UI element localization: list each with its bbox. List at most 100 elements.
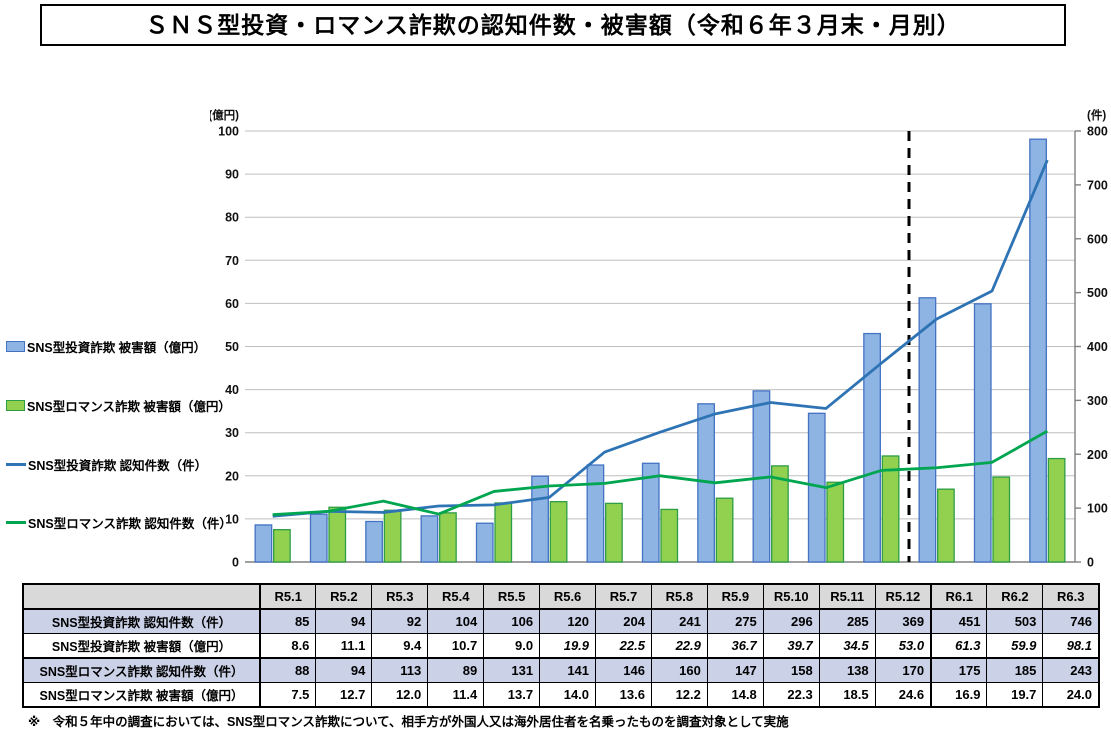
page-title-text: ＳＮＳ型投資・ロマンス詐欺の認知件数・被害額（令和６年３月末・月別）	[145, 12, 961, 38]
combo-chart: 0 10 20 30 40 50 60 70 80 90 100 0 100 200 300 400 500 60…	[210, 108, 1108, 570]
table-cell: 12.2	[650, 682, 708, 708]
romance-damage-bar	[605, 502, 623, 563]
table-cell: 104	[427, 608, 485, 634]
invest-damage-bar	[420, 515, 439, 563]
romance-damage-bar	[660, 508, 679, 563]
romance-damage-bar	[937, 488, 955, 563]
month-header: R5.8	[650, 583, 708, 610]
left-axis-tick: 20	[225, 469, 239, 483]
invest-damage-bar	[973, 303, 992, 563]
table-cell: 131	[483, 657, 541, 683]
table-cell: 36.7	[706, 633, 764, 659]
bar-swatch-icon	[6, 341, 25, 352]
legend-romance-count: SNS型ロマンス詐欺 認知件数（件）	[6, 513, 232, 532]
table-cell: 113	[371, 657, 429, 683]
legend-invest-damage: SNS型投資詐欺 被害額（億円）	[6, 337, 206, 356]
romance-damage-bar	[771, 465, 789, 563]
month-header: R5.12	[874, 583, 933, 610]
invest-damage-bar	[475, 522, 494, 563]
invest-damage-bar	[254, 524, 273, 563]
table-cell: 243	[1042, 657, 1100, 683]
table-cell: 185	[986, 657, 1044, 683]
left-axis-tick: 30	[225, 426, 239, 440]
table-cell: 59.9	[986, 633, 1044, 659]
table-cell: 94	[315, 608, 373, 634]
invest-damage-bar	[586, 464, 605, 563]
table-cell: 158	[762, 657, 820, 683]
line-swatch-icon	[6, 521, 26, 524]
table-cell: 175	[930, 657, 988, 683]
table-cell: 369	[874, 608, 933, 634]
month-header: R5.9	[706, 583, 764, 610]
table-row: SNS型ロマンス詐欺 認知件数（件） 88 94 113 89 131 141 146 160 1…	[22, 657, 1100, 683]
invest-damage-bar	[365, 520, 383, 563]
left-axis-tick: 40	[225, 383, 239, 397]
table-cell: 9.4	[371, 633, 429, 659]
romance-damage-bar	[715, 497, 734, 563]
table-cell: 53.0	[874, 633, 933, 659]
table-cell: 92	[371, 608, 429, 634]
invest-damage-bar	[1029, 138, 1047, 563]
right-axis-tick: 300	[1087, 394, 1108, 408]
footnote: ※ 令和５年中の調査においては、SNS型ロマンス詐欺について、相手方が外国人又は…	[28, 715, 789, 729]
legend-label: SNS型投資詐欺 認知件数（件）	[28, 459, 208, 473]
table-cell: 24.0	[1042, 682, 1100, 708]
table-cell: 11.4	[427, 682, 485, 708]
table-cell: 61.3	[930, 633, 988, 659]
left-axis-caption: (億円)	[210, 108, 239, 122]
romance-damage-bar	[439, 512, 457, 563]
invest-damage-bar	[863, 332, 881, 563]
chart-legend: SNS型投資詐欺 被害額（億円） SNS型ロマンス詐欺 被害額（億円） SNS型投資…	[6, 330, 238, 540]
month-header: R5.1	[259, 583, 317, 610]
page-title: ＳＮＳ型投資・ロマンス詐欺の認知件数・被害額（令和６年３月末・月別）	[40, 4, 1066, 46]
table-cell: 503	[986, 608, 1044, 634]
month-header: R6.2	[986, 583, 1044, 610]
month-header: R5.7	[595, 583, 652, 610]
table-row: SNS型投資詐欺 認知件数（件） 85 94 92 104 106 120 204 241 275…	[22, 608, 1100, 634]
table-cell: 13.7	[483, 682, 541, 708]
legend-romance-damage: SNS型ロマンス詐欺 被害額（億円）	[6, 396, 231, 415]
table-cell: 19.7	[986, 682, 1044, 708]
table-cell: 34.5	[818, 633, 876, 659]
month-header: R5.3	[371, 583, 429, 610]
table-cell: 14.0	[539, 682, 597, 708]
month-header: R5.5	[483, 583, 541, 610]
table-cell: 10.7	[427, 633, 485, 659]
table-cell: 12.0	[371, 682, 429, 708]
romance-damage-bar	[1047, 457, 1066, 563]
table-cell: 22.3	[762, 682, 820, 708]
table-cell: 147	[706, 657, 764, 683]
romance-damage-bar	[494, 502, 513, 563]
right-axis-tick: 500	[1087, 286, 1108, 300]
table-cell: 8.6	[259, 633, 317, 659]
romance-damage-bar	[826, 481, 845, 563]
left-axis-tick: 10	[225, 512, 239, 526]
legend-label: SNS型ロマンス詐欺 認知件数（件）	[28, 517, 232, 531]
invest-damage-bar	[918, 297, 937, 563]
table-cell: 746	[1042, 608, 1100, 634]
table-cell: 146	[595, 657, 652, 683]
romance-damage-bar	[992, 476, 1011, 563]
table-cell: 12.7	[315, 682, 373, 708]
right-axis-caption: (件)	[1087, 108, 1106, 122]
left-axis-tick: 0	[232, 556, 239, 570]
table-cell: 285	[818, 608, 876, 634]
table-cell: 89	[427, 657, 485, 683]
bar-swatch-icon	[6, 400, 25, 411]
table-cell: 39.7	[762, 633, 820, 659]
table-cell: 7.5	[259, 682, 317, 708]
table-cell: 170	[874, 657, 933, 683]
table-cell: 11.1	[315, 633, 373, 659]
right-axis-tick: 0	[1087, 556, 1094, 570]
month-header: R5.2	[315, 583, 373, 610]
month-header: R5.10	[762, 583, 820, 610]
table-cell: 106	[483, 608, 541, 634]
table-cell: 14.8	[706, 682, 764, 708]
invest-damage-bar	[641, 462, 660, 563]
table-corner-cell	[22, 583, 261, 610]
row-label: SNS型ロマンス詐欺 被害額（億円）	[22, 682, 261, 708]
left-axis-tick: 50	[225, 340, 239, 354]
left-axis-tick: 90	[225, 168, 239, 182]
right-axis-tick: 400	[1087, 340, 1108, 354]
right-axis-tick: 600	[1087, 232, 1108, 246]
